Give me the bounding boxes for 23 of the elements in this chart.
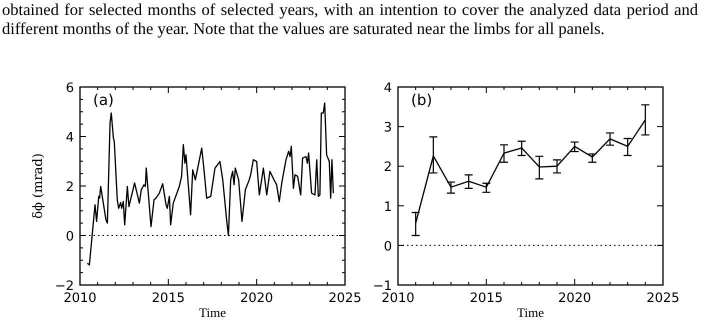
x-tick-label: 2025	[328, 291, 362, 306]
x-tick-label: 2015	[470, 291, 503, 306]
y-tick-label: 4	[384, 81, 392, 96]
x-tick-label: 2010	[63, 291, 97, 306]
y-tick-label: 0	[66, 230, 74, 244]
y-tick-label: 2	[66, 180, 74, 195]
x-tick-label: 2010	[381, 291, 415, 306]
y-tick-label: 0	[384, 239, 392, 254]
chart-title: (a)	[93, 91, 114, 109]
x-tick-label: 2020	[240, 291, 274, 306]
x-tick-label: 2015	[152, 291, 185, 306]
x-axis-title: Time	[199, 305, 226, 320]
x-tick-label: 2025	[646, 291, 680, 306]
y-tick-label: 2	[384, 160, 392, 176]
y-tick-label: 1	[384, 200, 392, 215]
x-axis-title: Time	[517, 305, 544, 320]
x-tick-label: 2020	[558, 291, 592, 306]
y-tick-label: 3	[384, 120, 392, 136]
y-axis-title: δϕ (mrad)	[31, 153, 46, 219]
chart-title: (b)	[411, 91, 432, 109]
text: obtained for selected months of selected years, with an intention to cover the analyzed data period and different months of the year. Note that the values are saturated near the limbs for all panels.	[2, 0, 698, 38]
y-tick-label: 4	[66, 130, 74, 146]
y-tick-label: 6	[66, 81, 74, 96]
